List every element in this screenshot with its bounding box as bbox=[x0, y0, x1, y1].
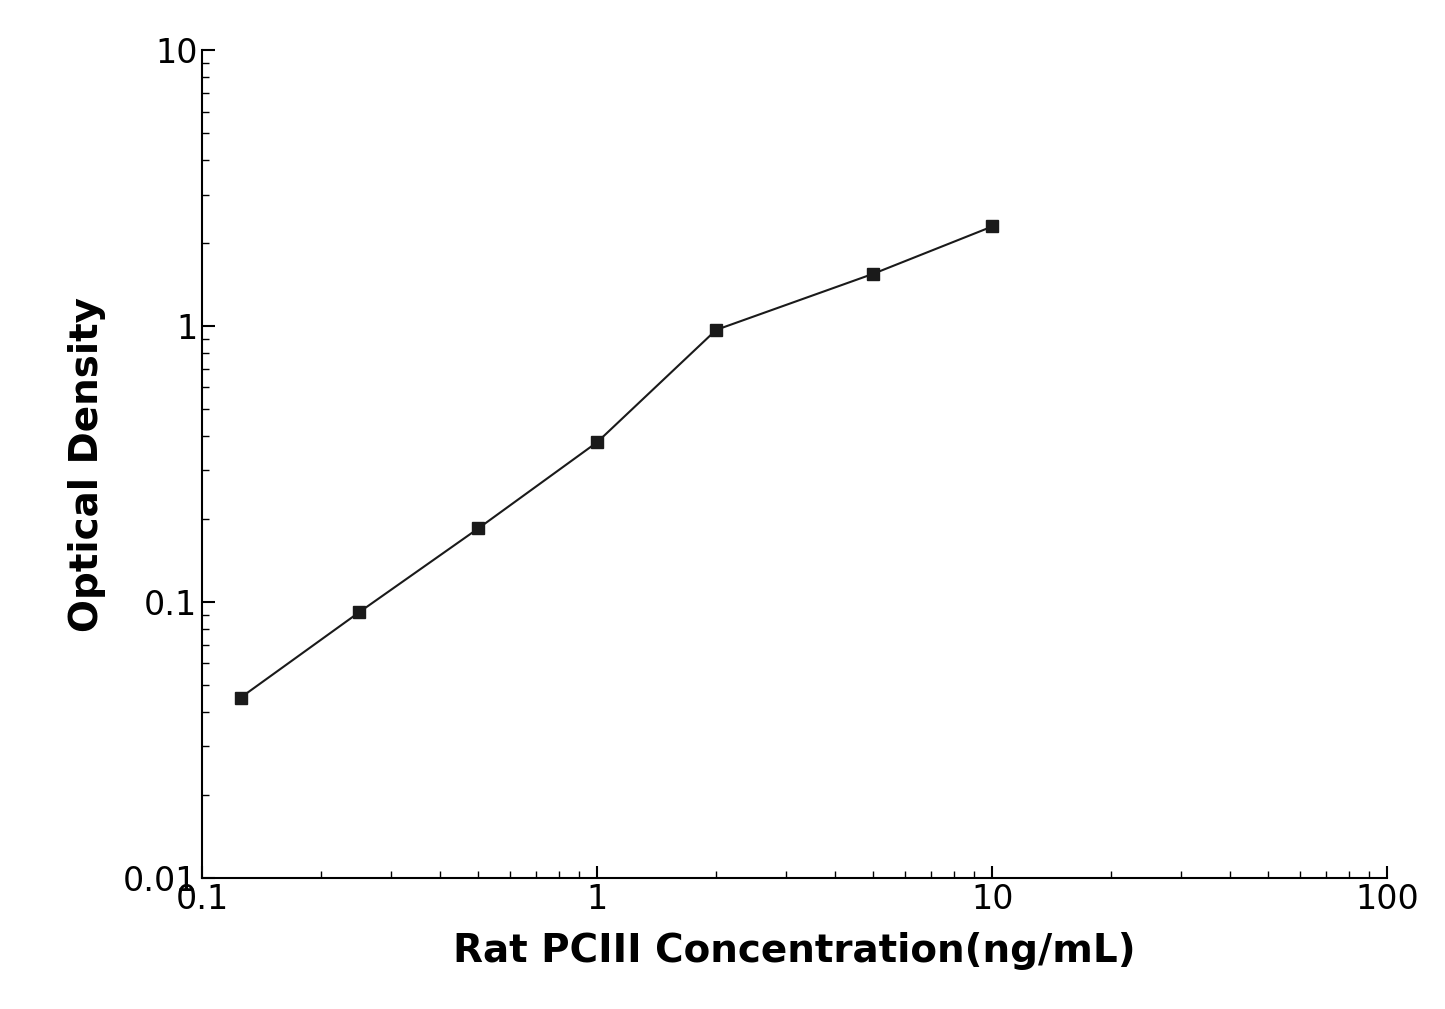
Y-axis label: Optical Density: Optical Density bbox=[68, 297, 107, 632]
X-axis label: Rat PCIII Concentration(ng/mL): Rat PCIII Concentration(ng/mL) bbox=[454, 932, 1136, 971]
